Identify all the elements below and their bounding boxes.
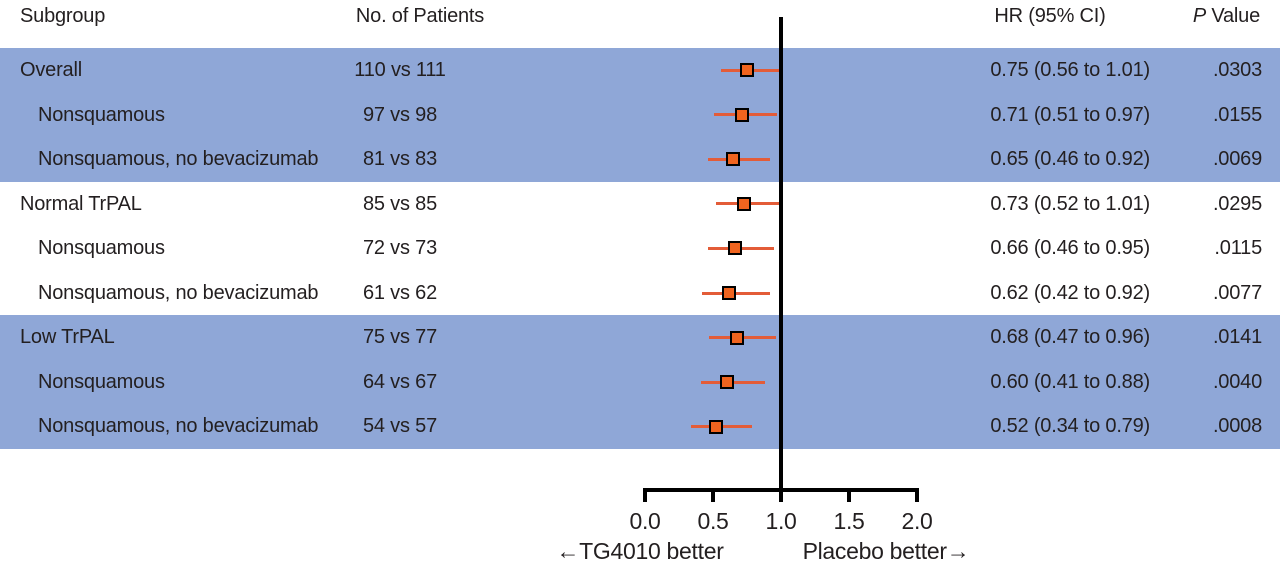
subgroup-label: Overall bbox=[20, 59, 82, 81]
p-value: .0115 bbox=[1214, 237, 1262, 260]
p-value: .0155 bbox=[1212, 103, 1262, 126]
row-band bbox=[0, 359, 1280, 405]
row-band bbox=[0, 315, 1280, 361]
hr-ci-value: 0.65 (0.46 to 0.92) bbox=[990, 148, 1150, 171]
x-axis-tick-label: 0.0 bbox=[629, 508, 661, 534]
subgroup-label: Normal TrPAL bbox=[20, 192, 142, 215]
column-header-subgroup: Subgroup bbox=[20, 5, 106, 27]
row-band bbox=[0, 181, 1280, 227]
hr-ci-value: 0.71 (0.51 to 0.97) bbox=[990, 103, 1150, 126]
patients-count: 97 vs 98 bbox=[362, 103, 437, 126]
x-axis-label-left: ←TG4010 better bbox=[556, 538, 724, 564]
subgroup-label: Nonsquamous, no bevacizumab bbox=[38, 281, 319, 304]
patients-count: 81 vs 83 bbox=[362, 148, 437, 171]
patients-count: 64 vs 67 bbox=[362, 370, 437, 393]
hr-ci-value: 0.52 (0.34 to 0.79) bbox=[990, 415, 1150, 438]
p-value-italic-p: P bbox=[1192, 5, 1206, 27]
hazard-ratio-marker bbox=[737, 196, 752, 211]
x-axis-tick bbox=[915, 488, 919, 502]
p-value: .0077 bbox=[1212, 281, 1262, 304]
x-axis-tick-label: 1.0 bbox=[765, 508, 797, 534]
p-value: .0008 bbox=[1212, 415, 1262, 438]
x-axis-tick-label: 2.0 bbox=[901, 508, 933, 534]
subgroup-label: Nonsquamous, no bevacizumab bbox=[38, 415, 319, 438]
subgroup-label: Nonsquamous bbox=[38, 103, 165, 126]
hazard-ratio-marker bbox=[734, 107, 749, 122]
hazard-ratio-marker bbox=[726, 152, 741, 167]
hr-ci-value: 0.62 (0.42 to 0.92) bbox=[990, 281, 1150, 304]
hr-ci-value: 0.60 (0.41 to 0.88) bbox=[990, 370, 1150, 393]
hazard-ratio-marker bbox=[708, 419, 723, 434]
x-axis-tick-label: 0.5 bbox=[697, 508, 729, 534]
row-band bbox=[0, 92, 1280, 138]
hazard-ratio-marker bbox=[719, 375, 734, 390]
reference-line bbox=[779, 17, 783, 502]
p-value: .0069 bbox=[1212, 148, 1262, 171]
column-header-p-value: P Value bbox=[1140, 2, 1260, 30]
patients-count: 110 vs 111 bbox=[354, 59, 446, 81]
p-value: .0141 bbox=[1212, 326, 1262, 349]
hr-ci-value: 0.73 (0.52 to 1.01) bbox=[990, 192, 1150, 215]
hr-ci-value: 0.68 (0.47 to 0.96) bbox=[990, 326, 1150, 349]
p-value: .0303 bbox=[1212, 59, 1262, 81]
x-axis-tick bbox=[847, 488, 851, 502]
row-band bbox=[0, 48, 1280, 94]
subgroup-label: Nonsquamous bbox=[38, 237, 165, 260]
row-band bbox=[0, 137, 1280, 183]
x-axis-tick-label: 1.5 bbox=[833, 508, 865, 534]
hazard-ratio-marker bbox=[727, 241, 742, 256]
x-axis-label-right: Placebo better→ bbox=[802, 538, 970, 564]
patients-count: 85 vs 85 bbox=[362, 192, 437, 215]
x-axis-tick bbox=[711, 488, 715, 502]
patients-count: 72 vs 73 bbox=[362, 237, 437, 260]
subgroup-label: Nonsquamous, no bevacizumab bbox=[38, 148, 319, 171]
p-value-header-rest: Value bbox=[1205, 5, 1260, 27]
p-value: .0040 bbox=[1212, 370, 1262, 393]
hazard-ratio-marker bbox=[740, 63, 754, 78]
hazard-ratio-marker bbox=[730, 330, 745, 345]
patients-count: 75 vs 77 bbox=[362, 326, 437, 349]
column-header-hr-ci: HR (95% CI) bbox=[994, 5, 1106, 27]
x-axis-tick bbox=[643, 488, 647, 502]
subgroup-label: Low TrPAL bbox=[20, 326, 115, 349]
hr-ci-value: 0.66 (0.46 to 0.95) bbox=[990, 237, 1150, 260]
p-value: .0295 bbox=[1212, 192, 1262, 215]
patients-count: 61 vs 62 bbox=[362, 281, 437, 304]
hazard-ratio-marker bbox=[722, 286, 737, 301]
column-header-patients: No. of Patients bbox=[355, 5, 485, 27]
row-band bbox=[0, 226, 1280, 272]
row-band bbox=[0, 270, 1280, 316]
row-band bbox=[0, 404, 1280, 450]
patients-count: 54 vs 57 bbox=[362, 415, 437, 438]
subgroup-label: Nonsquamous bbox=[38, 370, 165, 393]
hr-ci-value: 0.75 (0.56 to 1.01) bbox=[990, 59, 1150, 81]
